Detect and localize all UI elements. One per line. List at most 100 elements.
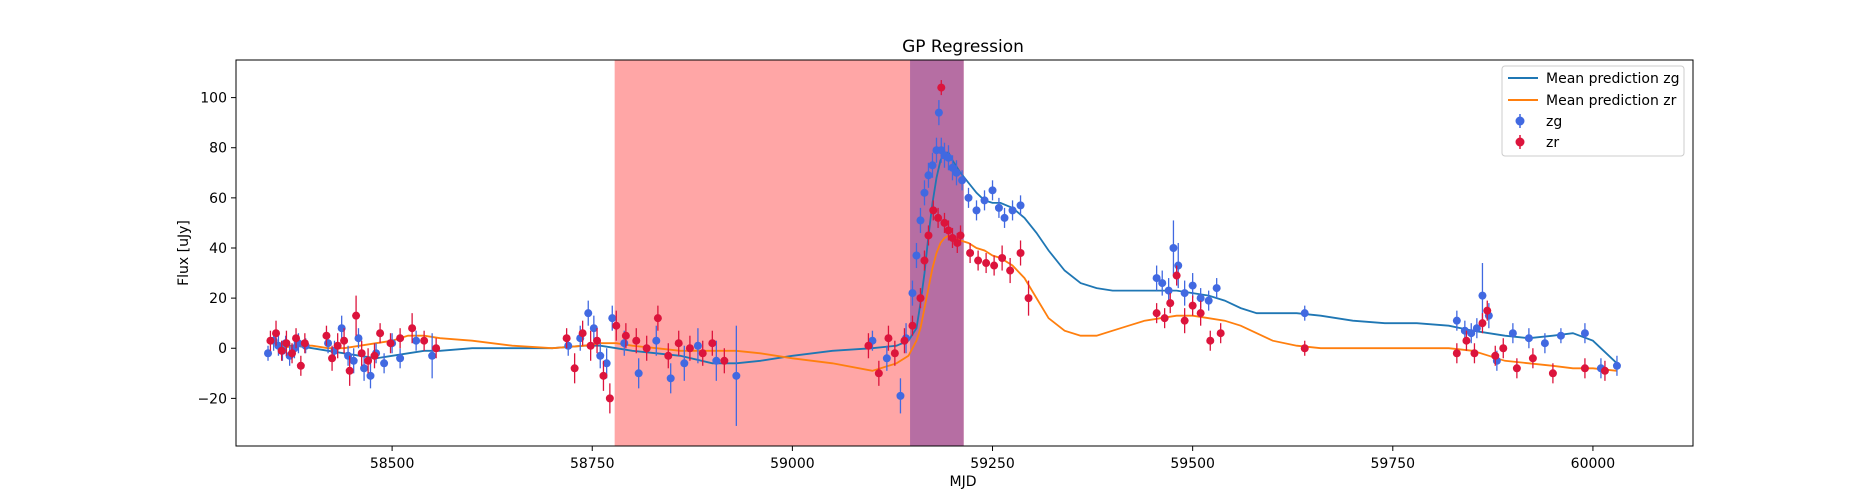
data-point-zg-32 — [652, 336, 661, 345]
data-point-zg-9 — [324, 339, 333, 348]
data-point-zg-46 — [924, 171, 933, 180]
y-tick-label-0: −20 — [197, 391, 227, 407]
data-point-zr-68 — [1166, 299, 1175, 308]
data-point-zr-40 — [720, 356, 729, 365]
data-point-zr-48 — [920, 256, 929, 265]
data-point-zg-28 — [602, 359, 611, 368]
data-point-zr-53 — [940, 218, 949, 227]
data-point-zg-67 — [1169, 243, 1178, 252]
data-point-zg-27 — [596, 351, 605, 360]
data-point-zg-56 — [964, 193, 973, 202]
data-point-zg-59 — [988, 186, 997, 195]
data-point-zg-0 — [264, 349, 273, 358]
data-point-zr-72 — [1196, 309, 1205, 318]
data-point-zr-69 — [1172, 271, 1181, 280]
data-point-zr-71 — [1188, 301, 1197, 310]
data-point-zg-42 — [908, 289, 917, 298]
data-point-zr-47 — [916, 294, 925, 303]
data-point-zr-61 — [990, 261, 999, 270]
data-point-zr-20 — [408, 324, 417, 333]
data-point-zg-64 — [1152, 274, 1161, 283]
data-point-zg-45 — [920, 188, 929, 197]
data-point-zr-21 — [420, 336, 429, 345]
data-point-zr-7 — [300, 339, 309, 348]
data-point-zg-40 — [896, 391, 905, 400]
data-point-zr-3 — [282, 339, 291, 348]
data-point-zr-58 — [966, 249, 975, 257]
data-point-zr-36 — [674, 339, 683, 348]
data-point-zg-29 — [608, 314, 617, 323]
data-point-zr-43 — [884, 334, 893, 343]
data-point-zg-21 — [412, 336, 421, 345]
data-point-zr-87 — [1600, 366, 1609, 375]
data-point-zr-74 — [1216, 329, 1225, 338]
x-tick-label-2: 59000 — [770, 456, 815, 472]
data-point-zg-33 — [666, 374, 675, 383]
data-point-zr-54 — [944, 226, 953, 235]
y-axis-label: Flux [uJy] — [176, 220, 192, 286]
y-axis-ticks: −20 0 20 40 60 80 100 — [197, 91, 236, 407]
data-point-zg-22 — [428, 351, 437, 360]
data-point-zg-69 — [1180, 289, 1189, 298]
data-point-zg-78 — [1472, 324, 1481, 333]
x-tick-label-6: 60000 — [1571, 456, 1616, 472]
y-tick-label-5: 80 — [209, 141, 227, 157]
legend-swatch-zg-point — [1515, 116, 1525, 126]
data-point-zr-14 — [357, 349, 366, 358]
data-point-zg-44 — [916, 216, 925, 225]
data-point-zr-11 — [340, 336, 349, 345]
data-point-zg-58 — [980, 196, 989, 205]
data-point-zr-41 — [864, 341, 873, 350]
data-point-zr-84 — [1528, 354, 1537, 363]
legend-label-zg-points: zg — [1546, 114, 1562, 130]
data-point-zg-25 — [584, 309, 593, 318]
data-point-zr-27 — [593, 336, 602, 345]
data-point-zr-15 — [364, 356, 373, 365]
data-point-zg-49 — [934, 108, 943, 117]
data-point-zg-31 — [634, 369, 643, 378]
data-point-zr-83 — [1512, 364, 1521, 373]
data-point-zr-77 — [1462, 336, 1471, 345]
data-point-zr-56 — [953, 238, 962, 247]
data-point-zr-73 — [1206, 336, 1215, 345]
data-point-zr-8 — [322, 331, 331, 340]
data-point-zg-20 — [396, 354, 405, 363]
data-point-zr-39 — [708, 339, 717, 348]
data-point-zg-55 — [958, 176, 967, 185]
data-point-zr-5 — [292, 334, 301, 343]
chart-title: GP Regression — [902, 37, 1024, 57]
x-tick-label-4: 59500 — [1170, 456, 1215, 472]
data-point-zr-12 — [345, 366, 354, 375]
y-tick-label-1: 0 — [218, 341, 227, 357]
data-point-zr-79 — [1478, 319, 1487, 328]
x-tick-label-5: 59750 — [1371, 456, 1416, 472]
data-point-zg-77 — [1467, 329, 1476, 338]
data-point-zr-59 — [974, 256, 983, 265]
data-point-zg-26 — [589, 324, 598, 333]
x-axis-label: MJD — [950, 474, 977, 490]
data-point-zg-15 — [360, 364, 369, 373]
y-tick-label-4: 60 — [209, 191, 227, 207]
data-point-zg-73 — [1212, 284, 1221, 293]
data-point-zr-28 — [599, 371, 608, 380]
data-point-zg-54 — [952, 168, 961, 177]
data-point-zg-68 — [1174, 261, 1183, 270]
data-point-zr-6 — [296, 361, 305, 370]
data-point-zr-57 — [956, 231, 965, 240]
data-point-zg-70 — [1188, 281, 1197, 290]
data-point-zr-60 — [982, 259, 991, 268]
data-point-zr-80 — [1483, 306, 1492, 315]
data-point-zr-35 — [664, 351, 673, 360]
data-point-zg-57 — [972, 206, 981, 215]
data-point-zg-84 — [1540, 339, 1549, 348]
data-point-zg-16 — [366, 371, 375, 380]
data-point-zg-35 — [693, 341, 702, 350]
data-point-zr-16 — [370, 351, 379, 360]
y-tick-label-6: 100 — [200, 91, 227, 107]
data-point-zg-36 — [712, 356, 721, 365]
data-point-zg-75 — [1452, 316, 1461, 325]
data-point-zg-62 — [1008, 206, 1017, 215]
data-point-zr-70 — [1180, 316, 1189, 325]
data-point-zr-37 — [685, 344, 694, 353]
data-point-zr-33 — [642, 344, 651, 353]
